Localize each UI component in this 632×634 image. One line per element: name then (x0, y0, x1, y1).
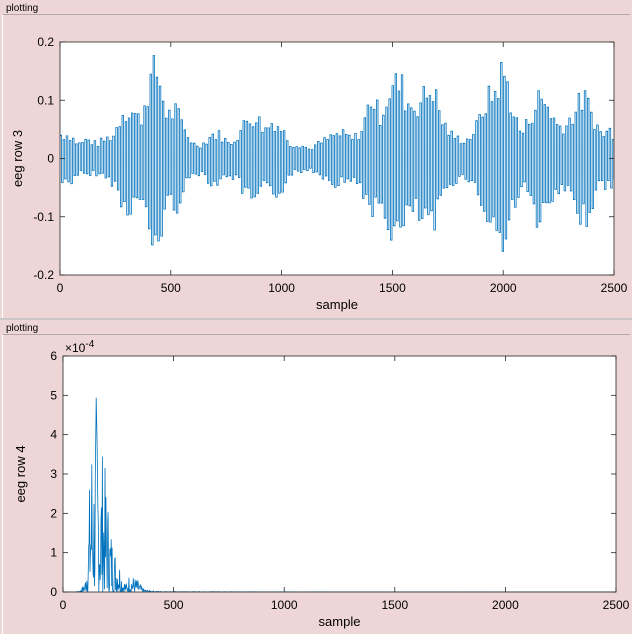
y-tick-label: 1 (50, 546, 57, 560)
y-tick-label: 0 (50, 585, 57, 599)
x-tick-label: 2000 (492, 598, 519, 612)
plot-area (63, 356, 616, 592)
panel-frame (2, 14, 630, 318)
x-tick-label: 0 (57, 281, 64, 295)
panel-title: plotting (6, 323, 39, 334)
panel-title: plotting (6, 3, 39, 14)
eeg-row-3-chart: 0 500 1000 1500 2000 2500 -0.2 -0.1 0 0.1 0.2 sampl… (10, 35, 628, 312)
x-tick-label: 1500 (379, 281, 406, 295)
y-tick-label: 2 (50, 506, 57, 520)
x-tick-label: 1500 (381, 598, 408, 612)
x-tick-label: 1000 (271, 598, 298, 612)
x-axis-label: sample (316, 297, 358, 312)
y-tick-label: 4 (50, 428, 57, 442)
plot-area (60, 42, 614, 275)
x-tick-label: 2500 (603, 598, 630, 612)
y-tick-label: 0 (47, 152, 54, 166)
x-tick-label: 2000 (490, 281, 517, 295)
x-tick-label: 0 (60, 598, 67, 612)
x-tick-label: 500 (164, 598, 184, 612)
y-exponent-power: -4 (85, 339, 94, 350)
y-tick-label: 0.1 (37, 93, 54, 107)
x-tick-label: 2500 (601, 281, 628, 295)
eeg-row-4-chart: 0 500 1000 1500 2000 2500 0 1 2 3 4 5 6 sample eeg row… (13, 339, 630, 629)
x-tick-label: 1000 (268, 281, 295, 295)
x-axis-label: sample (319, 614, 361, 629)
y-tick-label: 5 (50, 388, 57, 402)
y-axis-label: eeg row 4 (13, 445, 28, 502)
panel-frame (2, 334, 630, 634)
y-exponent-label: ×10-4 (65, 339, 95, 355)
y-tick-label: 6 (50, 349, 57, 363)
x-tick-label: 500 (161, 281, 181, 295)
y-axis-label: eeg row 3 (10, 130, 25, 187)
y-tick-label: 3 (50, 467, 57, 481)
y-tick-label: -0.2 (33, 268, 54, 282)
y-tick-label: 0.2 (37, 35, 54, 49)
y-tick-label: -0.1 (33, 210, 54, 224)
signal-line (60, 55, 614, 252)
